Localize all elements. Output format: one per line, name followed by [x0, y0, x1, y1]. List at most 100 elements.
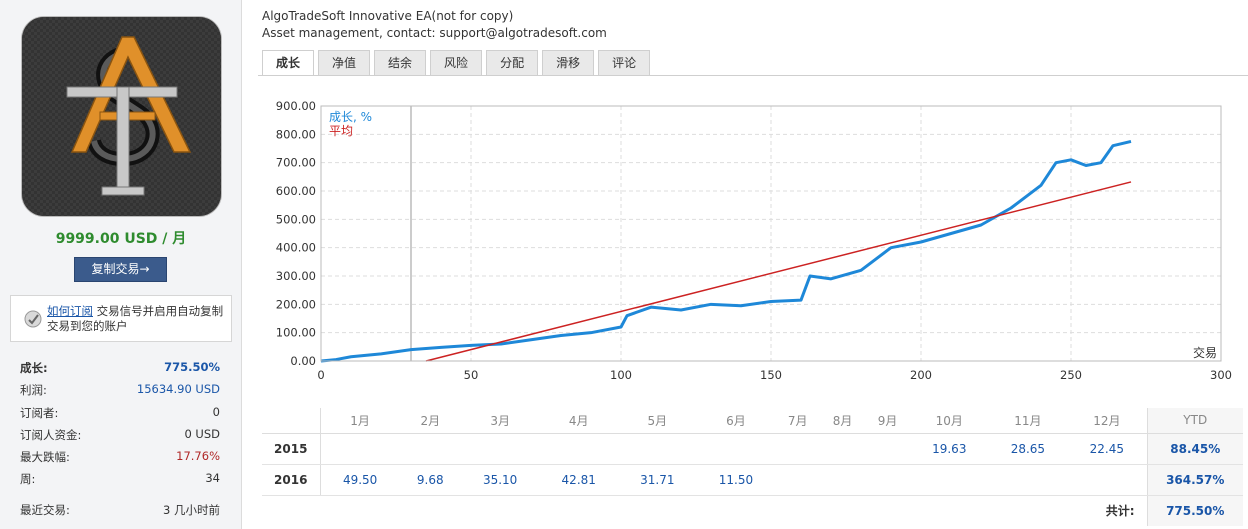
y-tick-label: 400.00 — [276, 241, 316, 255]
ytd-value: 364.57% — [1146, 464, 1243, 496]
month-value — [820, 464, 866, 496]
y-tick-label: 800.00 — [276, 127, 316, 141]
stat-label: 订阅人资金: — [20, 427, 82, 442]
signal-subtitle: Asset management, contact: support@algot… — [262, 26, 607, 40]
month-value: 28.65 — [988, 433, 1068, 465]
month-value — [775, 433, 821, 465]
tab-balance[interactable]: 结余 — [374, 50, 427, 75]
month-value — [320, 433, 400, 465]
tab-reviews[interactable]: 评论 — [598, 50, 651, 75]
stat-latest-trade: 最近交易: 3 几小时前 — [20, 500, 220, 522]
year-cell: 2015 — [262, 433, 321, 465]
month-value — [460, 433, 540, 465]
month-header: 7月 — [775, 408, 821, 434]
month-header: 12月 — [1067, 408, 1147, 434]
month-header: 10月 — [909, 408, 989, 434]
x-tick-label: 50 — [464, 368, 479, 382]
month-value — [865, 433, 910, 465]
y-tick-label: 600.00 — [276, 184, 316, 198]
y-tick-label: 300.00 — [276, 269, 316, 283]
stat-value: 17.76% — [176, 449, 220, 464]
month-value: 42.81 — [539, 464, 619, 496]
month-header: 4月 — [539, 408, 619, 434]
month-value: 9.68 — [399, 464, 461, 496]
subscribe-info-box: 如何订阅 交易信号并启用自动复制交易到您的账户 — [10, 295, 232, 342]
month-header: 2月 — [399, 408, 461, 434]
month-header: 3月 — [460, 408, 540, 434]
year-cell: 2016 — [262, 464, 321, 496]
month-header: 8月 — [820, 408, 866, 434]
chart-series — [320, 139, 1132, 363]
month-header: 9月 — [865, 408, 910, 434]
month-header: 6月 — [696, 408, 776, 434]
legend-growth: 成长, % — [329, 110, 372, 124]
stat-label: 订阅者: — [20, 405, 59, 420]
month-value — [909, 464, 989, 496]
table-row: 2015 19.63 28.65 22.45 88.45% — [262, 433, 1243, 465]
copy-trade-button[interactable]: 复制交易→ — [74, 257, 167, 282]
subscribe-description: 交易信号并启用自动复制交易到您的账户 — [47, 304, 224, 333]
stat-subscriber-funds: 订阅人资金: 0 USD — [20, 425, 220, 447]
subscribe-info-icon — [24, 310, 42, 328]
month-value — [539, 433, 619, 465]
stat-value: 15634.90 USD — [136, 382, 220, 397]
stat-value: 0 USD — [184, 426, 220, 441]
x-tick-label: 150 — [760, 368, 782, 382]
x-tick-label: 0 — [317, 368, 324, 382]
month-value — [399, 433, 461, 465]
y-tick-label: 500.00 — [276, 212, 316, 226]
month-header: 5月 — [618, 408, 697, 434]
month-value: 31.71 — [618, 464, 697, 496]
y-tick-label: 0.00 — [290, 354, 316, 368]
stat-profit: 利润: 15634.90 USD — [20, 380, 220, 402]
month-header: 1月 — [320, 408, 400, 434]
month-value — [988, 464, 1068, 496]
month-value: 35.10 — [460, 464, 540, 496]
stat-label: 周: — [20, 472, 36, 487]
stat-value: 0 — [212, 404, 220, 419]
x-tick-label: 100 — [610, 368, 632, 382]
stat-label: 最近交易: — [20, 502, 70, 517]
month-value — [1067, 464, 1147, 496]
month-value — [618, 433, 697, 465]
signal-stats: 成长: 775.50% 利润: 15634.90 USD 订阅者: 0 订阅人资… — [20, 358, 220, 522]
monthly-returns-table: 1月 2月 3月 4月 5月 6月 7月 8月 9月 10月 11月 12月 Y… — [262, 408, 1243, 526]
x-tick-label: 250 — [1060, 368, 1082, 382]
stat-max-drawdown: 最大跌幅: 17.76% — [20, 447, 220, 469]
growth-chart: 0.00 100.00 200.00 300.00 400.00 500.00 600.00… — [276, 99, 1232, 382]
tab-growth[interactable]: 成长 — [262, 50, 315, 76]
sidebar: 9999.00 USD / 月 复制交易→ 如何订阅 交易信号并启用自动复制交易… — [0, 0, 242, 529]
stat-label: 成长: — [20, 361, 48, 375]
chart-plot-frame — [320, 105, 1222, 362]
stat-label: 利润: — [20, 383, 47, 398]
month-header: 11月 — [988, 408, 1068, 434]
month-value: 19.63 — [909, 433, 989, 465]
tab-risk[interactable]: 风险 — [430, 50, 483, 75]
subscribe-text: 如何订阅 交易信号并启用自动复制交易到您的账户 — [47, 304, 229, 334]
month-value — [865, 464, 910, 496]
month-value — [775, 464, 821, 496]
how-to-subscribe-link[interactable]: 如何订阅 — [47, 304, 93, 318]
y-tick-label: 700.00 — [276, 156, 316, 170]
legend-average: 平均 — [329, 124, 353, 138]
stat-value: 3 几小时前 — [163, 502, 220, 517]
tab-slippage[interactable]: 滑移 — [542, 50, 595, 75]
tab-equity[interactable]: 净值 — [318, 50, 371, 75]
tab-distribution[interactable]: 分配 — [486, 50, 539, 75]
x-tick-label: 300 — [1210, 368, 1232, 382]
stat-subscribers: 订阅者: 0 — [20, 403, 220, 425]
tab-divider — [258, 75, 1248, 76]
chart-x-ticks: 0 50 100 150 200 250 300 — [317, 368, 1232, 382]
month-value — [696, 433, 776, 465]
stat-value: 775.50% — [164, 360, 220, 374]
month-value: 22.45 — [1067, 433, 1147, 465]
signal-logo — [22, 17, 221, 216]
month-value: 49.50 — [320, 464, 400, 496]
ytd-value: 88.45% — [1146, 433, 1243, 465]
signal-title: AlgoTradeSoft Innovative EA(not for copy… — [262, 9, 514, 23]
y-tick-label: 100.00 — [276, 326, 316, 340]
stat-value: 34 — [205, 471, 220, 486]
stat-label: 最大跌幅: — [20, 450, 70, 465]
chart-grid — [320, 105, 1222, 362]
y-tick-label: 900.00 — [276, 99, 316, 113]
